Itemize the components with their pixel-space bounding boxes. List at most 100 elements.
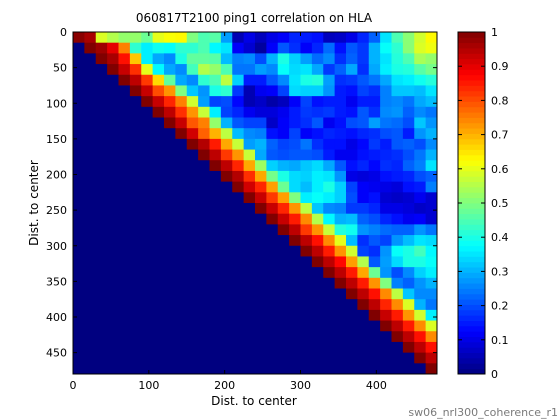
heatmap-cell-r24-c2 [95, 288, 108, 300]
heatmap-cell-r17-c14 [232, 213, 245, 225]
heatmap-cell-r19-c21 [311, 235, 324, 247]
heatmap-cell-r4-c31 [425, 74, 438, 86]
heatmap-cell-r17-c22 [323, 213, 336, 225]
heatmap-cell-r5-c2 [95, 85, 108, 97]
heatmap-cell-r7-c31 [425, 106, 438, 118]
heatmap-cell-r18-c1 [84, 224, 97, 236]
heatmap-cell-r30-c24 [346, 352, 358, 364]
heatmap-cell-r10-c13 [220, 138, 233, 150]
colorbar-tick-label: 0.9 [491, 60, 509, 73]
heatmap-cell-r2-c31 [425, 53, 438, 65]
heatmap-cell-r16-c2 [95, 203, 108, 215]
heatmap-cell-r6-c31 [425, 96, 438, 108]
heatmap-cell-r24-c19 [289, 288, 301, 300]
heatmap-cell-r26-c18 [277, 309, 290, 321]
x-tick-label: 200 [214, 379, 235, 392]
heatmap-cell-r20-c12 [209, 245, 222, 257]
heatmap-cell-r16-c16 [255, 203, 267, 215]
heatmap-cell-r10-c30 [414, 138, 427, 150]
heatmap-cell-r4-c3 [107, 74, 119, 86]
heatmap-cell-r30-c19 [289, 352, 301, 364]
heatmap-cell-r15-c22 [323, 192, 336, 204]
heatmap-cell-r28-c10 [186, 331, 199, 343]
heatmap-cell-r11-c26 [368, 149, 381, 161]
heatmap-cell-r24-c0 [73, 288, 85, 300]
heatmap-cell-r8-c30 [414, 117, 427, 129]
colorbar-segment [458, 112, 485, 118]
heatmap-cell-r18-c28 [391, 224, 404, 236]
heatmap-cell-r9-c2 [95, 128, 108, 140]
heatmap-cell-r7-c10 [186, 106, 199, 118]
heatmap-cell-r21-c26 [368, 256, 381, 268]
heatmap-cell-r5-c6 [141, 85, 154, 97]
heatmap-cell-r3-c10 [186, 64, 199, 76]
colorbar-segment [458, 58, 485, 65]
heatmap-cell-r26-c8 [164, 309, 176, 321]
heatmap-cell-r26-c31 [425, 309, 438, 321]
heatmap-cell-r14-c13 [220, 181, 233, 193]
heatmap-cell-r3-c15 [243, 64, 256, 76]
heatmap-cell-r14-c7 [152, 181, 165, 193]
heatmap-cell-r17-c18 [277, 213, 290, 225]
heatmap-cell-r24-c26 [368, 288, 381, 300]
heatmap-cell-r22-c7 [152, 267, 165, 279]
heatmap-cell-r1-c15 [243, 42, 256, 54]
heatmap-cell-r29-c23 [334, 341, 347, 354]
heatmap-cell-r2-c23 [334, 53, 347, 65]
heatmap-cell-r28-c3 [107, 331, 119, 343]
heatmap-cell-r9-c7 [152, 128, 165, 140]
heatmap-cell-r29-c6 [141, 341, 154, 354]
heatmap-cell-r22-c4 [118, 267, 131, 279]
heatmap-cell-r7-c22 [323, 106, 336, 118]
heatmap-cell-r29-c25 [357, 341, 370, 354]
heatmap-cell-r1-c20 [300, 42, 313, 54]
colorbar-segment [458, 363, 485, 370]
colorbar-segment [458, 219, 485, 225]
heatmap-cell-r15-c4 [118, 192, 131, 204]
heatmap-cell-r0-c0 [73, 32, 85, 44]
x-axis: 0 100 200 300 400 [70, 32, 387, 392]
heatmap-cell-r1-c11 [198, 42, 210, 54]
heatmap-cell-r23-c2 [95, 277, 108, 289]
heatmap-cell-r6-c18 [277, 96, 290, 108]
heatmap-cell-r30-c17 [266, 352, 279, 364]
heatmap-cell-r26-c25 [357, 309, 370, 321]
heatmap-cell-r9-c15 [243, 128, 256, 140]
heatmap-cell-r31-c22 [323, 363, 336, 375]
heatmap-cell-r8-c9 [175, 117, 188, 129]
heatmap-cell-r13-c25 [357, 170, 370, 183]
heatmap-cell-r8-c17 [266, 117, 279, 129]
heatmap-cell-r22-c27 [380, 267, 392, 279]
heatmap-cell-r7-c15 [243, 106, 256, 118]
heatmap-cell-r21-c18 [277, 256, 290, 268]
heatmap-cell-r9-c12 [209, 128, 222, 140]
heatmap-cell-r5-c0 [73, 85, 85, 97]
heatmap-cell-r27-c13 [220, 320, 233, 332]
heatmap-cell-r28-c31 [425, 331, 438, 343]
heatmap-cell-r25-c25 [357, 299, 370, 311]
heatmap-cell-r3-c29 [402, 64, 415, 76]
heatmap-cell-r8-c14 [232, 117, 245, 129]
heatmap-cell-r8-c11 [198, 117, 210, 129]
heatmap-cell-r14-c19 [289, 181, 301, 193]
heatmap-cell-r7-c20 [300, 106, 313, 118]
heatmap-cell-r17-c10 [186, 213, 199, 225]
heatmap-cell-r7-c5 [129, 106, 142, 118]
heatmap-cell-r23-c14 [232, 277, 245, 289]
heatmap-cell-r22-c23 [334, 267, 347, 279]
heatmap-cell-r14-c12 [209, 181, 222, 193]
heatmap-cell-r13-c11 [198, 170, 210, 183]
heatmap-cell-r27-c8 [164, 320, 176, 332]
heatmap-cell-r12-c31 [425, 160, 438, 172]
heatmap-cell-r29-c10 [186, 341, 199, 354]
heatmap-cell-r10-c14 [232, 138, 245, 150]
colorbar-segment [458, 315, 485, 321]
heatmap-cell-r17-c11 [198, 213, 210, 225]
heatmap-cell-r21-c14 [232, 256, 245, 268]
heatmap-cell-r4-c18 [277, 74, 290, 86]
heatmap-cell-r4-c17 [266, 74, 279, 86]
heatmap-cell-r22-c6 [141, 267, 154, 279]
heatmap-cell-r1-c28 [391, 42, 404, 54]
heatmap-cell-r20-c23 [334, 245, 347, 257]
heatmap-cell-r28-c19 [289, 331, 301, 343]
